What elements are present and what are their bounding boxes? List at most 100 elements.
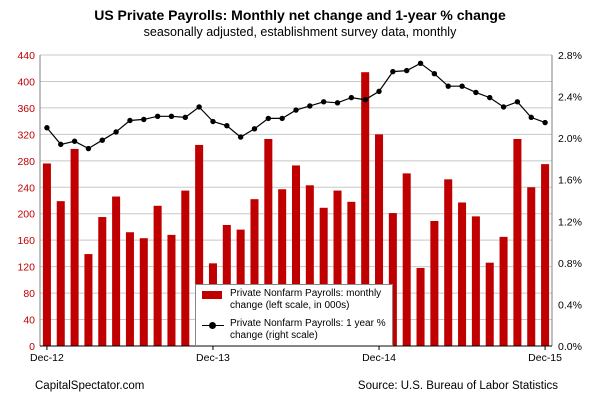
line-point bbox=[210, 118, 216, 125]
line-point bbox=[127, 117, 133, 124]
line-point bbox=[459, 83, 465, 89]
bar bbox=[84, 254, 93, 346]
line-point bbox=[417, 60, 424, 67]
line-point bbox=[528, 114, 534, 121]
x-axis-tick-label: Dec-13 bbox=[196, 352, 230, 364]
bar bbox=[153, 205, 162, 346]
bar bbox=[471, 216, 480, 346]
bar bbox=[444, 179, 453, 346]
left-axis-tick-label: 320 bbox=[17, 129, 35, 141]
left-axis-tick-label: 160 bbox=[17, 235, 35, 247]
bar bbox=[388, 213, 397, 346]
line-point bbox=[390, 68, 396, 75]
x-axis-tick-label: Dec-12 bbox=[30, 352, 64, 364]
bar bbox=[264, 138, 273, 346]
bar bbox=[333, 190, 342, 346]
x-axis-tick-label: Dec-15 bbox=[528, 352, 562, 364]
line-point bbox=[113, 129, 119, 135]
chart-legend: Private Nonfarm Payrolls: monthly change… bbox=[195, 284, 393, 346]
right-axis-tick-label: 1.2% bbox=[558, 216, 582, 228]
chart-subtitle: seasonally adjusted, establishment surve… bbox=[143, 25, 457, 39]
bar bbox=[361, 72, 370, 346]
right-axis-tick-label: 0.8% bbox=[558, 258, 582, 270]
left-axis-tick-label: 200 bbox=[17, 209, 35, 221]
bar bbox=[513, 138, 522, 346]
line-point bbox=[404, 67, 410, 74]
bar bbox=[195, 144, 204, 346]
bar bbox=[278, 189, 287, 346]
line-point bbox=[293, 107, 299, 113]
bar bbox=[541, 164, 550, 346]
line-point bbox=[542, 119, 548, 126]
bar bbox=[56, 201, 65, 346]
bar bbox=[430, 221, 439, 346]
bar bbox=[347, 201, 356, 346]
bar bbox=[527, 187, 536, 346]
bar bbox=[112, 196, 121, 346]
line-point bbox=[224, 122, 230, 129]
bar bbox=[458, 202, 467, 346]
bar bbox=[42, 163, 51, 346]
line-point bbox=[58, 141, 64, 148]
line-point bbox=[44, 125, 50, 131]
x-axis-tick-label: Dec-14 bbox=[362, 352, 396, 364]
legend-bar-label: Private Nonfarm Payrolls: monthly change… bbox=[230, 288, 382, 311]
line-point bbox=[141, 116, 147, 123]
bar bbox=[70, 148, 79, 346]
line-point bbox=[85, 145, 92, 152]
line-point bbox=[265, 115, 272, 122]
line-point bbox=[500, 104, 507, 110]
right-axis-tick-label: 2.4% bbox=[558, 92, 582, 104]
left-axis-tick-label: 80 bbox=[23, 288, 35, 300]
bar bbox=[402, 173, 411, 346]
line-point bbox=[348, 94, 355, 101]
series-line-yoy bbox=[46, 62, 546, 150]
chart-title: US Private Payrolls: Monthly net change … bbox=[94, 7, 506, 23]
line-point bbox=[431, 71, 438, 77]
right-axis-tick-label: 2.0% bbox=[558, 133, 582, 145]
bar bbox=[319, 207, 328, 346]
line-point bbox=[362, 96, 368, 103]
left-axis-tick-label: 120 bbox=[17, 262, 35, 274]
left-axis-tick-label: 400 bbox=[17, 76, 35, 88]
line-point bbox=[168, 113, 175, 120]
footer-source: Source: U.S. Bureau of Labor Statistics bbox=[357, 380, 558, 392]
line-point bbox=[71, 138, 78, 144]
bar bbox=[305, 185, 314, 346]
bar bbox=[167, 234, 176, 346]
line-point bbox=[99, 137, 105, 143]
bar bbox=[98, 217, 107, 346]
legend-line-label: Private Nonfarm Payrolls: 1 year % chang… bbox=[230, 318, 386, 341]
line-point bbox=[154, 113, 161, 120]
left-axis-tick-label: 40 bbox=[23, 315, 35, 327]
bar bbox=[485, 262, 494, 346]
line-point bbox=[196, 104, 202, 110]
line-point bbox=[487, 94, 493, 101]
line-point bbox=[473, 89, 479, 96]
bar bbox=[125, 232, 134, 346]
left-axis-tick-label: 280 bbox=[17, 156, 35, 168]
bar bbox=[250, 199, 259, 346]
left-axis-tick-label: 0 bbox=[29, 341, 35, 353]
bar bbox=[499, 236, 508, 346]
left-axis-tick-label: 440 bbox=[17, 50, 35, 62]
line-point bbox=[279, 115, 285, 122]
line-point bbox=[376, 88, 382, 95]
legend-bar-swatch bbox=[202, 291, 222, 299]
line-point bbox=[182, 114, 188, 121]
bar bbox=[375, 134, 384, 346]
bar bbox=[139, 238, 148, 346]
bar bbox=[181, 190, 190, 346]
right-axis-tick-label: 0.0% bbox=[558, 341, 582, 353]
right-axis-tick-label: 2.8% bbox=[558, 50, 582, 62]
line-point bbox=[307, 103, 313, 109]
line-point bbox=[445, 83, 451, 89]
bar bbox=[416, 267, 425, 346]
line-point bbox=[237, 134, 244, 140]
legend-dot-marker bbox=[209, 322, 216, 329]
right-axis-tick-label: 1.6% bbox=[558, 175, 582, 187]
left-axis-tick-label: 360 bbox=[17, 103, 35, 115]
bar bbox=[291, 165, 301, 346]
line-point bbox=[514, 99, 521, 105]
